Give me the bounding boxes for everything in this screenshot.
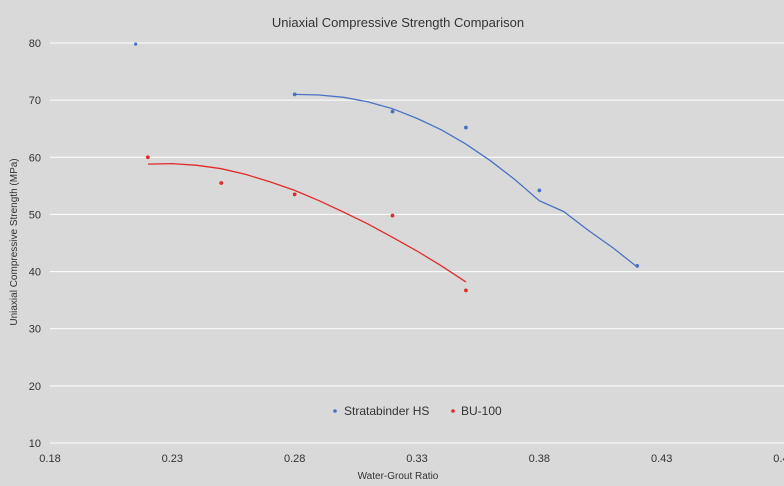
y-tick-label: 60 bbox=[29, 152, 41, 164]
trendline-series-0 bbox=[294, 93, 638, 268]
y-tick-label: 30 bbox=[29, 324, 41, 336]
data-point-series-0 bbox=[292, 92, 297, 97]
x-axis-ticks: 0.18 0.23 0.28 0.33 0.38 0.43 0.48 bbox=[39, 453, 784, 465]
y-tick-label: 40 bbox=[29, 267, 41, 279]
data-point-series-0 bbox=[390, 109, 395, 114]
data-point-series-0 bbox=[464, 125, 468, 130]
data-point-series-1 bbox=[145, 155, 150, 160]
x-tick-label: 0.38 bbox=[529, 453, 550, 465]
data-point-series-0 bbox=[635, 263, 640, 268]
y-tick-label: 20 bbox=[29, 381, 41, 393]
legend: Stratabinder HS BU-100 bbox=[333, 404, 502, 418]
gridlines bbox=[50, 42, 784, 444]
trendlines bbox=[147, 93, 638, 283]
legend-label-stratabinder-hs: Stratabinder HS bbox=[344, 404, 429, 418]
y-tick-label: 10 bbox=[29, 438, 41, 450]
chart-title: Uniaxial Compressive Strength Comparison bbox=[272, 15, 524, 30]
x-tick-label: 0.18 bbox=[39, 453, 60, 465]
trendline-series-1 bbox=[147, 162, 467, 283]
x-tick-label: 0.28 bbox=[284, 453, 305, 465]
y-tick-label: 50 bbox=[29, 209, 41, 221]
y-tick-label: 70 bbox=[29, 95, 41, 107]
x-tick-label: 0.23 bbox=[162, 453, 183, 465]
data-point-series-1 bbox=[219, 181, 224, 185]
data-point-extra bbox=[134, 42, 138, 46]
data-point-series-1 bbox=[464, 288, 468, 293]
legend-marker-bu-100 bbox=[451, 409, 455, 413]
y-axis-label: Uniaxial Compressive Strength (MPa) bbox=[9, 158, 20, 325]
legend-label-bu-100: BU-100 bbox=[461, 404, 502, 418]
y-tick-label: 80 bbox=[29, 38, 41, 50]
data-point-series-1 bbox=[390, 213, 395, 218]
data-points bbox=[134, 42, 640, 293]
x-tick-label: 0.43 bbox=[651, 453, 672, 465]
x-axis-label: Water-Grout Ratio bbox=[358, 471, 439, 481]
x-tick-label: 0.48 bbox=[773, 453, 784, 465]
legend-marker-stratabinder-hs bbox=[333, 409, 337, 413]
y-axis-ticks: 10 20 30 40 50 60 70 80 bbox=[29, 38, 41, 450]
data-point-series-0 bbox=[537, 188, 542, 193]
x-tick-label: 0.33 bbox=[406, 453, 427, 465]
data-point-series-1 bbox=[292, 192, 297, 197]
